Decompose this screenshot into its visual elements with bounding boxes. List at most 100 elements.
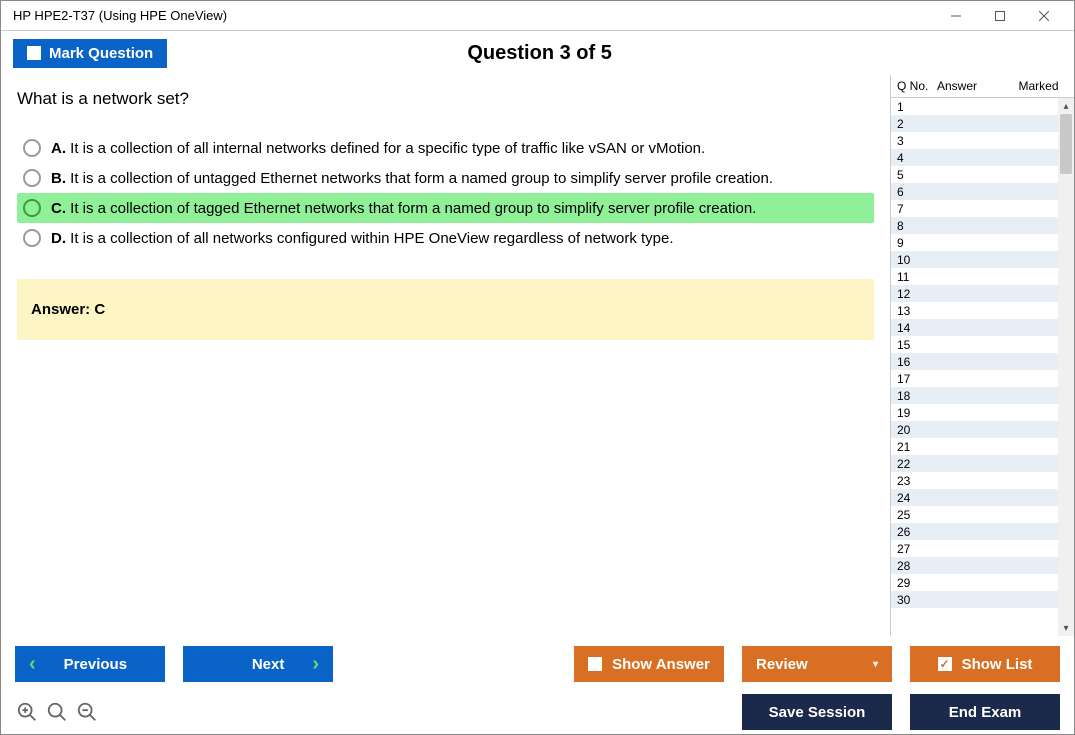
row-number: 3	[897, 134, 937, 148]
question-list-row[interactable]: 9	[891, 234, 1074, 251]
radio-icon	[23, 229, 41, 247]
show-list-button[interactable]: ✓ Show List	[910, 646, 1060, 682]
option-label: A. It is a collection of all internal ne…	[51, 140, 705, 157]
question-list[interactable]: 1234567891011121314151617181920212223242…	[891, 98, 1074, 636]
question-list-row[interactable]: 19	[891, 404, 1074, 421]
question-list-row[interactable]: 4	[891, 149, 1074, 166]
question-list-row[interactable]: 29	[891, 574, 1074, 591]
end-exam-button[interactable]: End Exam	[910, 694, 1060, 730]
zoom-out-icon[interactable]	[75, 701, 99, 723]
option-label: D. It is a collection of all networks co…	[51, 230, 674, 247]
mark-question-button[interactable]: Mark Question	[13, 39, 167, 68]
row-number: 8	[897, 219, 937, 233]
mark-question-label: Mark Question	[49, 45, 153, 62]
row-number: 27	[897, 542, 937, 556]
question-list-row[interactable]: 25	[891, 506, 1074, 523]
review-button[interactable]: Review	[742, 646, 892, 682]
scrollbar[interactable]: ▴ ▾	[1058, 98, 1074, 636]
app-window: HP HPE2-T37 (Using HPE OneView) Mark Que…	[0, 0, 1075, 735]
save-session-label: Save Session	[769, 704, 866, 721]
show-list-label: Show List	[962, 656, 1033, 673]
row-number: 17	[897, 372, 937, 386]
close-button[interactable]	[1022, 2, 1066, 30]
option-d[interactable]: D. It is a collection of all networks co…	[17, 223, 874, 253]
question-list-row[interactable]: 28	[891, 557, 1074, 574]
question-list-row[interactable]: 27	[891, 540, 1074, 557]
option-b[interactable]: B. It is a collection of untagged Ethern…	[17, 163, 874, 193]
question-text: What is a network set?	[17, 89, 874, 109]
question-list-row[interactable]: 12	[891, 285, 1074, 302]
row-number: 10	[897, 253, 937, 267]
checkbox-icon	[588, 657, 602, 671]
row-number: 5	[897, 168, 937, 182]
option-c[interactable]: C. It is a collection of tagged Ethernet…	[17, 193, 874, 223]
question-list-row[interactable]: 26	[891, 523, 1074, 540]
question-list-row[interactable]: 20	[891, 421, 1074, 438]
question-list-row[interactable]: 5	[891, 166, 1074, 183]
radio-icon	[23, 139, 41, 157]
row-number: 7	[897, 202, 937, 216]
zoom-in-icon[interactable]	[15, 701, 39, 723]
next-button[interactable]: Next	[183, 646, 333, 682]
scroll-down-icon[interactable]: ▾	[1058, 620, 1074, 636]
review-label: Review	[756, 656, 808, 673]
question-list-row[interactable]: 10	[891, 251, 1074, 268]
option-a[interactable]: A. It is a collection of all internal ne…	[17, 133, 874, 163]
row-number: 9	[897, 236, 937, 250]
question-list-row[interactable]: 30	[891, 591, 1074, 608]
row-number: 12	[897, 287, 937, 301]
question-counter: Question 3 of 5	[167, 42, 912, 65]
question-list-row[interactable]: 24	[891, 489, 1074, 506]
row-number: 11	[897, 270, 937, 284]
row-number: 16	[897, 355, 937, 369]
question-list-row[interactable]: 3	[891, 132, 1074, 149]
question-list-row[interactable]: 21	[891, 438, 1074, 455]
option-label: B. It is a collection of untagged Ethern…	[51, 170, 773, 187]
question-list-row[interactable]: 8	[891, 217, 1074, 234]
answer-box: Answer: C	[17, 279, 874, 340]
titlebar: HP HPE2-T37 (Using HPE OneView)	[1, 1, 1074, 31]
row-number: 4	[897, 151, 937, 165]
question-list-row[interactable]: 13	[891, 302, 1074, 319]
maximize-button[interactable]	[978, 2, 1022, 30]
scroll-thumb[interactable]	[1060, 114, 1072, 174]
checkbox-checked-icon: ✓	[938, 657, 952, 671]
row-number: 21	[897, 440, 937, 454]
next-label: Next	[252, 656, 285, 673]
question-list-row[interactable]: 17	[891, 370, 1074, 387]
question-list-row[interactable]: 11	[891, 268, 1074, 285]
zoom-controls	[15, 701, 99, 723]
body: What is a network set? A. It is a collec…	[1, 75, 1074, 636]
row-number: 23	[897, 474, 937, 488]
show-answer-button[interactable]: Show Answer	[574, 646, 724, 682]
question-list-row[interactable]: 15	[891, 336, 1074, 353]
zoom-reset-icon[interactable]	[45, 701, 69, 723]
question-list-row[interactable]: 23	[891, 472, 1074, 489]
question-list-row[interactable]: 1	[891, 98, 1074, 115]
save-session-button[interactable]: Save Session	[742, 694, 892, 730]
end-exam-label: End Exam	[949, 704, 1022, 721]
question-list-row[interactable]: 16	[891, 353, 1074, 370]
col-answer: Answer	[937, 79, 1007, 93]
row-number: 28	[897, 559, 937, 573]
previous-button[interactable]: Previous	[15, 646, 165, 682]
row-number: 20	[897, 423, 937, 437]
question-list-row[interactable]: 22	[891, 455, 1074, 472]
footer: Previous Next Show Answer Review ✓ Show …	[1, 636, 1074, 734]
minimize-button[interactable]	[934, 2, 978, 30]
row-number: 30	[897, 593, 937, 607]
footer-row-1: Previous Next Show Answer Review ✓ Show …	[15, 646, 1060, 682]
scroll-up-icon[interactable]: ▴	[1058, 98, 1074, 114]
row-number: 15	[897, 338, 937, 352]
row-number: 14	[897, 321, 937, 335]
question-list-row[interactable]: 18	[891, 387, 1074, 404]
options-list: A. It is a collection of all internal ne…	[17, 133, 874, 253]
answer-label: Answer: C	[31, 301, 105, 318]
question-list-row[interactable]: 7	[891, 200, 1074, 217]
row-number: 26	[897, 525, 937, 539]
question-list-row[interactable]: 2	[891, 115, 1074, 132]
question-list-row[interactable]: 14	[891, 319, 1074, 336]
previous-label: Previous	[64, 656, 127, 673]
checkbox-icon	[27, 46, 41, 60]
question-list-row[interactable]: 6	[891, 183, 1074, 200]
